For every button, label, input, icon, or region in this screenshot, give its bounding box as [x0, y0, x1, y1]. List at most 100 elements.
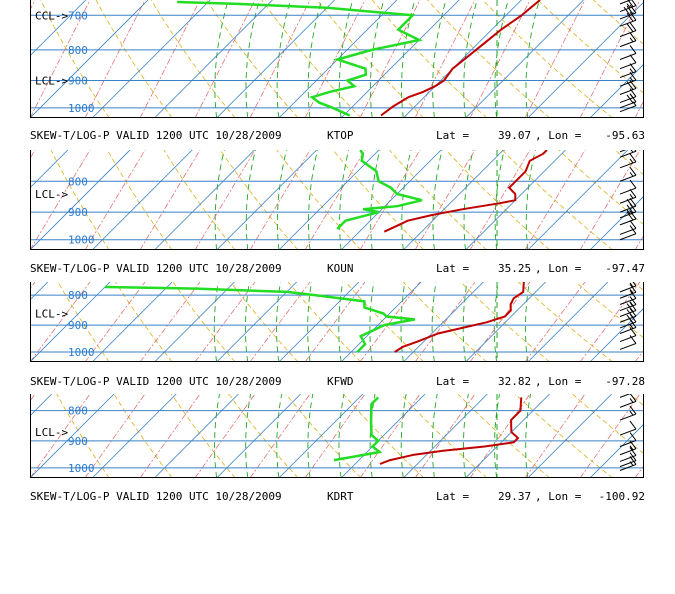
mixing-ratio-line [525, 394, 585, 478]
mixing-ratio-line [470, 150, 530, 250]
pressure-label: 800 [68, 289, 88, 302]
caption-lon-label: , Lon = [535, 262, 581, 275]
moist-adiabat-line [432, 394, 437, 478]
level-marker: LCL-> [35, 426, 68, 439]
dry-adiabat-line [483, 0, 613, 118]
wind-barb-staff [620, 6, 636, 12]
isotherm-line [279, 394, 363, 478]
mixing-ratio-line [195, 0, 255, 118]
caption-lon-label: , Lon = [535, 375, 581, 388]
moist-adiabat-line [432, 282, 436, 362]
isotherm-line [154, 150, 254, 250]
mixing-ratio-line [635, 0, 644, 118]
isotherm-line [92, 150, 192, 250]
pressure-label: 1000 [68, 102, 95, 115]
pressure-label: 800 [68, 405, 88, 418]
wind-barb-staff [620, 151, 636, 157]
isotherm-line [279, 282, 359, 362]
caption-station: KOUN [327, 262, 354, 275]
wind-barb-staff [620, 219, 636, 225]
isotherm-line [341, 282, 421, 362]
caption-lon-value: -100.92 [599, 490, 645, 503]
caption-title: SKEW-T/LOG-P VALID 1200 UTC 10/28/2009 [30, 129, 282, 142]
pressure-label: 900 [68, 319, 88, 332]
dry-adiabat-line [262, 0, 361, 118]
caption-lat-value: 32.82 [498, 375, 531, 388]
moist-adiabat-line [277, 394, 282, 478]
dry-adiabat-line [116, 282, 173, 362]
panel-caption: SKEW-T/LOG-P VALID 1200 UTC 10/28/2009 K… [30, 129, 645, 145]
dry-adiabat-line [164, 150, 235, 250]
mixing-ratio-line [250, 0, 310, 118]
dry-adiabat-line [277, 150, 361, 250]
isotherm-line [217, 282, 297, 362]
wind-barb [620, 453, 636, 467]
wind-barb-half [630, 159, 633, 163]
moist-adiabat-line [464, 150, 473, 250]
wind-barb-flag [630, 0, 636, 6]
isotherm-line [403, 0, 521, 118]
moist-adiabat-line [246, 0, 259, 118]
wind-barb [620, 45, 636, 59]
mixing-ratio-line [250, 150, 310, 250]
moist-adiabat-line [308, 394, 313, 478]
wind-barb-staff [620, 31, 636, 37]
moist-adiabat-line [463, 282, 467, 362]
wind-barb-half [630, 194, 633, 198]
wind-barb-staff [620, 228, 636, 234]
mixing-ratio-line [140, 394, 200, 478]
moist-adiabat-line [215, 0, 228, 118]
mixing-ratio-line [140, 282, 200, 362]
caption-lon-value: -97.47 [605, 262, 645, 275]
wind-barb [620, 220, 636, 234]
moist-adiabat-line [246, 394, 251, 478]
isotherm-line [590, 394, 644, 478]
level-marker: LCL-> [35, 188, 68, 201]
wind-barb [620, 180, 636, 194]
caption-lat-value: 35.25 [498, 262, 531, 275]
mixing-ratio-line [635, 394, 644, 478]
moist-adiabat-line [339, 282, 343, 362]
moist-adiabat-line [371, 150, 380, 250]
isotherm-line [154, 0, 272, 118]
caption-title: SKEW-T/LOG-P VALID 1200 UTC 10/28/2009 [30, 375, 282, 388]
dry-adiabat-line [151, 0, 235, 118]
isotherm-line [92, 0, 210, 118]
moist-adiabat-line [433, 150, 442, 250]
dry-adiabat-line [593, 0, 644, 118]
dry-adiabat-line [502, 150, 612, 250]
caption-lon-value: -97.28 [605, 375, 645, 388]
moist-adiabat-line [402, 150, 411, 250]
isotherm-line [590, 150, 644, 250]
wind-barb-half [630, 398, 633, 402]
dry-adiabat-line [317, 0, 424, 118]
moist-adiabat-line [401, 394, 406, 478]
wind-barb-flag [630, 55, 636, 63]
isotherm-line [466, 282, 546, 362]
mixing-ratio-line [305, 394, 365, 478]
pressure-label: 700 [68, 9, 88, 22]
dry-adiabat-line [346, 282, 424, 362]
isotherm-line [528, 394, 612, 478]
caption-lat-label: Lat = [436, 129, 469, 142]
panel-caption: SKEW-T/LOG-P VALID 1200 UTC 10/28/2009 K… [30, 375, 645, 391]
wind-barb-staff [620, 162, 636, 168]
caption-lon-value: -95.63 [605, 129, 645, 142]
isotherm-line [466, 394, 550, 478]
moist-adiabat-line [339, 394, 344, 478]
moist-adiabat-line [246, 150, 255, 250]
dry-adiabat-line [401, 394, 487, 478]
dry-adiabat-line [518, 282, 613, 362]
caption-lat-label: Lat = [436, 490, 469, 503]
caption-lon-label: , Lon = [535, 490, 581, 503]
wind-barb-staff [620, 41, 636, 47]
wind-barb-half [633, 230, 636, 234]
moist-adiabat-line [370, 0, 383, 118]
moist-adiabat-line [526, 0, 539, 118]
